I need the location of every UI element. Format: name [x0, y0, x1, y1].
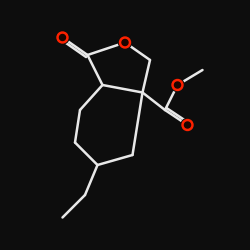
Circle shape	[118, 36, 132, 49]
Circle shape	[182, 120, 193, 130]
Circle shape	[56, 31, 69, 44]
Circle shape	[184, 122, 190, 128]
Circle shape	[120, 37, 130, 48]
Circle shape	[181, 118, 194, 132]
Circle shape	[172, 80, 183, 90]
Circle shape	[171, 78, 184, 92]
Circle shape	[122, 40, 128, 46]
Circle shape	[57, 32, 68, 43]
Circle shape	[174, 82, 180, 88]
Circle shape	[60, 34, 66, 40]
